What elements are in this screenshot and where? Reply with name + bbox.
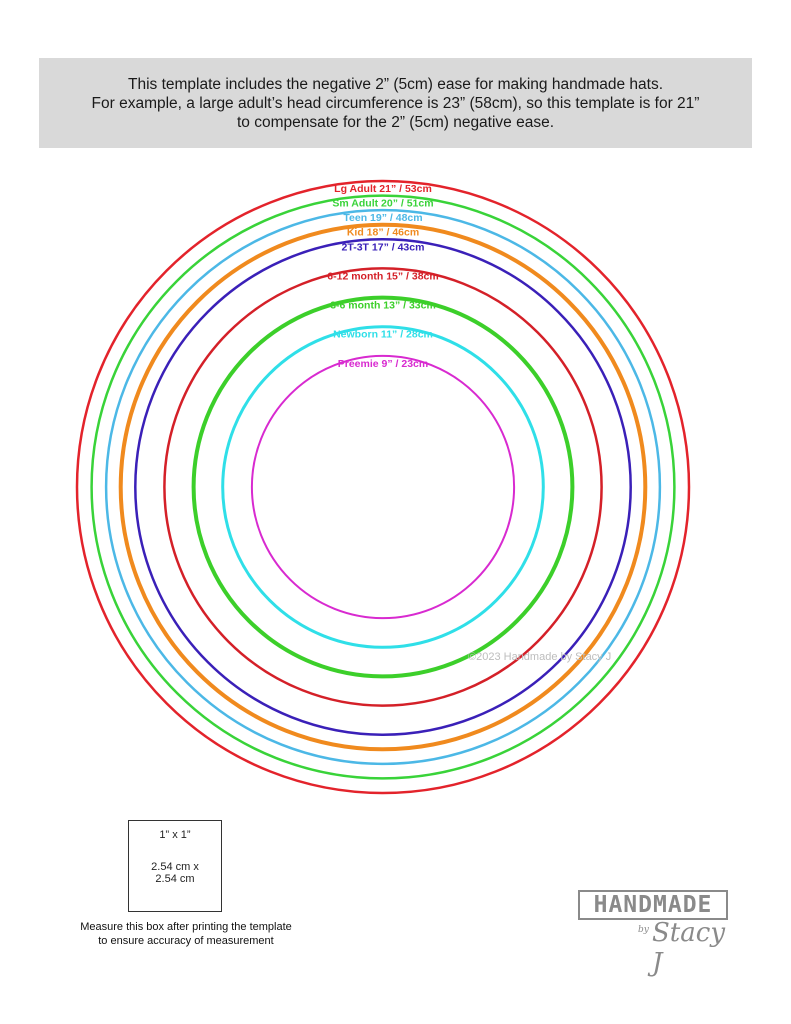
measure-box-cm-line-2: 2.54 cm	[155, 873, 195, 885]
measure-box-cm-line-1: 2.54 cm x	[151, 861, 199, 873]
banner-line-1: This template includes the negative 2” (…	[127, 75, 664, 93]
ring-label-2: Teen 19” / 48cm	[343, 212, 422, 224]
measure-note-line-1: Measure this box after printing the temp…	[80, 921, 292, 933]
ring-label-4: 2T-3T 17” / 43cm	[342, 241, 425, 253]
ring-0	[75, 179, 691, 795]
measurement-note: Measure this box after printing the temp…	[52, 920, 320, 948]
instruction-banner: This template includes the negative 2” (…	[39, 58, 752, 148]
copyright-watermark: ©2023 Handmade by Stacy J	[468, 651, 612, 663]
ring-2	[104, 208, 662, 766]
banner-line-3: to compensate for the 2” (5cm) negative …	[236, 113, 555, 131]
ring-5	[163, 267, 603, 707]
ring-label-1: Sm Adult 20” / 51cm	[332, 198, 433, 210]
ring-1	[90, 194, 676, 780]
ring-label-5: 6-12 month 15” / 38cm	[327, 270, 438, 282]
ring-label-8: Preemie 9” / 23cm	[338, 358, 428, 370]
ring-label-0: Lg Adult 21” / 53cm	[334, 183, 432, 195]
measure-box-inch: 1” x 1”	[159, 829, 191, 841]
ring-8	[250, 354, 516, 620]
ring-4	[134, 238, 632, 736]
ring-label-6: 3-6 month 13” / 33cm	[330, 300, 436, 312]
logo-script: Stacy J	[652, 918, 726, 978]
ring-6	[191, 295, 575, 679]
measurement-box: 1” x 1” 2.54 cm x 2.54 cm	[128, 820, 222, 912]
logo-by: by	[638, 925, 649, 935]
banner-line-2: For example, a large adult’s head circum…	[91, 94, 700, 112]
logo-wordmark: HANDMADE	[578, 890, 728, 920]
ring-7	[221, 325, 545, 649]
ring-label-3: Kid 18” / 46cm	[347, 227, 419, 239]
measure-note-line-2: to ensure accuracy of measurement	[98, 935, 274, 947]
ring-label-7: Newborn 11” / 28cm	[333, 329, 433, 341]
ring-3	[118, 222, 648, 752]
handmade-by-stacy-logo: HANDMADE by Stacy J	[578, 888, 738, 978]
